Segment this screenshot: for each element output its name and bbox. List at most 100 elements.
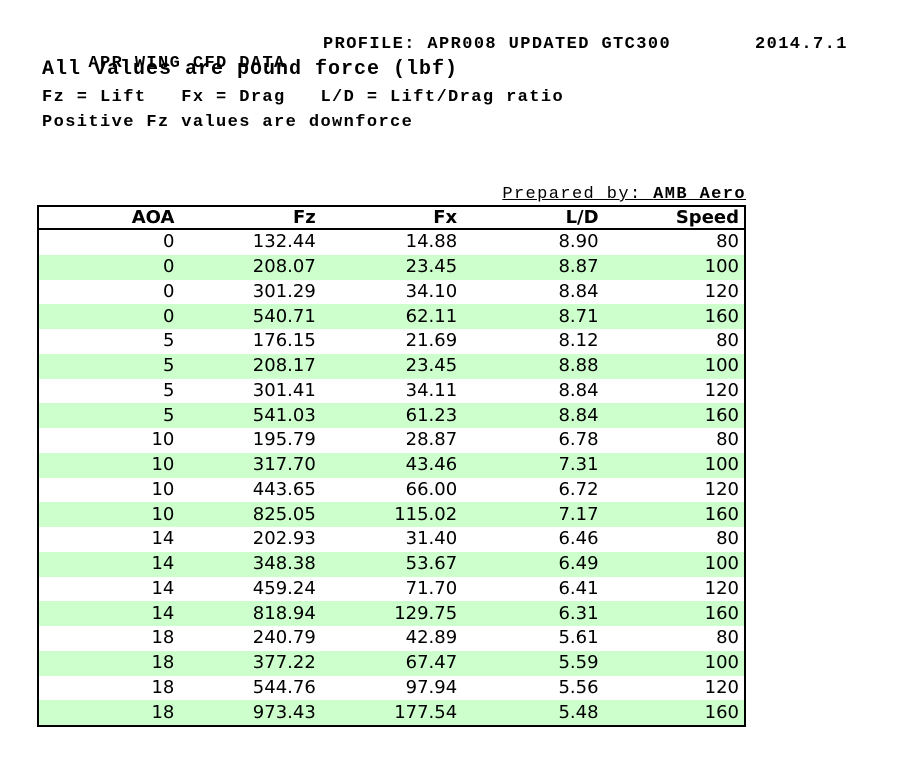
- cell-fx: 66.00: [405, 478, 458, 500]
- cell-ld: 8.88: [558, 355, 599, 377]
- cell-speed: 100: [704, 652, 739, 674]
- cell-aoa: 14: [151, 602, 175, 624]
- cell-fz: 195.79: [252, 429, 316, 451]
- cell-speed: 160: [704, 503, 739, 525]
- doc-legend: Fz = Lift Fx = Drag L/D = Lift/Drag rati…: [42, 88, 565, 107]
- cell-aoa: 5: [162, 355, 175, 377]
- table-row: 18 240.79 42.89 5.61 80: [38, 626, 745, 651]
- cell-ld: 8.71: [558, 305, 599, 327]
- cell-ld: 6.31: [558, 602, 599, 624]
- column-header-fx: Fx: [320, 206, 463, 230]
- cell-speed: 80: [716, 429, 739, 451]
- cell-fx: 67.47: [405, 652, 458, 674]
- table-row: 5 176.15 21.69 8.12 80: [38, 329, 745, 354]
- cell-speed: 160: [704, 602, 739, 624]
- cell-ld: 8.87: [558, 256, 599, 278]
- cell-ld: 8.12: [558, 330, 599, 352]
- cell-fz: 825.05: [252, 503, 316, 525]
- table-row: 18 377.22 67.47 5.59 100: [38, 650, 745, 676]
- cell-fz: 176.15: [252, 330, 316, 352]
- table-row: 14 818.94 129.75 6.31 160: [38, 601, 745, 626]
- doc-date: 2014.7.1: [755, 35, 848, 54]
- table-row: 14 459.24 71.70 6.41 120: [38, 577, 745, 602]
- cell-aoa: 0: [162, 231, 175, 253]
- cell-fx: 23.45: [405, 355, 458, 377]
- cell-speed: 80: [716, 627, 739, 649]
- cell-fz: 377.22: [252, 652, 316, 674]
- table-row: 10 443.65 66.00 6.72 120: [38, 478, 745, 503]
- cell-fz: 544.76: [252, 676, 316, 698]
- cell-ld: 7.31: [558, 454, 599, 476]
- doc-profile: PROFILE: APR008 UPDATED GTC300: [323, 35, 672, 54]
- table-row: 18 973.43 177.54 5.48 160: [38, 700, 745, 726]
- cell-ld: 7.17: [558, 503, 599, 525]
- cell-fx: 177.54: [394, 701, 458, 723]
- prepared-by-label: Prepared by:: [502, 185, 654, 204]
- cell-aoa: 0: [162, 256, 175, 278]
- cell-fz: 818.94: [252, 602, 316, 624]
- doc-note: Positive Fz values are downforce: [42, 113, 414, 132]
- table-row: 10 195.79 28.87 6.78 80: [38, 428, 745, 453]
- cell-aoa: 0: [162, 305, 175, 327]
- cell-fz: 317.70: [252, 454, 316, 476]
- cell-aoa: 10: [151, 503, 175, 525]
- cell-speed: 160: [704, 305, 739, 327]
- cfd-data-table: AOA Fz Fx L/D Speed 0 132.44 14.88 8.90 80 0 208.0…: [37, 205, 746, 727]
- cell-speed: 160: [704, 404, 739, 426]
- cell-speed: 120: [704, 478, 739, 500]
- cell-aoa: 0: [162, 280, 175, 302]
- cell-fz: 459.24: [252, 577, 316, 599]
- table-row: 5 541.03 61.23 8.84 160: [38, 403, 745, 428]
- cell-ld: 6.49: [558, 553, 599, 575]
- table-row: 14 202.93 31.40 6.46 80: [38, 527, 745, 552]
- prepared-by: Prepared by: AMB Aero: [0, 185, 746, 204]
- cell-ld: 5.48: [558, 701, 599, 723]
- table-row: 0 208.07 23.45 8.87 100: [38, 254, 745, 280]
- cell-fx: 34.11: [405, 379, 458, 401]
- cell-fz: 443.65: [252, 478, 316, 500]
- cell-speed: 80: [716, 231, 739, 253]
- cell-aoa: 18: [151, 701, 175, 723]
- cell-aoa: 10: [151, 454, 175, 476]
- header-line-1: APR WING CFD DATA PROFILE: APR008 UPDATE…: [42, 35, 902, 73]
- cell-ld: 6.41: [558, 577, 599, 599]
- cell-ld: 5.59: [558, 652, 599, 674]
- cell-ld: 6.46: [558, 528, 599, 550]
- prepared-by-value: AMB Aero: [653, 185, 746, 204]
- cell-ld: 8.90: [558, 231, 599, 253]
- cell-ld: 6.72: [558, 478, 599, 500]
- cell-aoa: 18: [151, 676, 175, 698]
- cell-speed: 160: [704, 701, 739, 723]
- column-header-aoa: AOA: [38, 206, 180, 230]
- table-row: 5 208.17 23.45 8.88 100: [38, 353, 745, 379]
- cell-fx: 61.23: [405, 404, 458, 426]
- column-header-speed: Speed: [603, 206, 745, 230]
- cell-ld: 8.84: [558, 379, 599, 401]
- cell-fx: 42.89: [405, 627, 458, 649]
- cell-speed: 120: [704, 379, 739, 401]
- cell-aoa: 18: [151, 627, 175, 649]
- cell-fx: 34.10: [405, 280, 458, 302]
- cell-aoa: 5: [162, 330, 175, 352]
- cell-fx: 97.94: [405, 676, 458, 698]
- cell-fz: 541.03: [252, 404, 316, 426]
- cell-fz: 208.07: [252, 256, 316, 278]
- cell-fz: 973.43: [252, 701, 316, 723]
- cell-fz: 301.29: [252, 280, 316, 302]
- cell-speed: 100: [704, 454, 739, 476]
- cell-aoa: 5: [162, 379, 175, 401]
- cell-fz: 202.93: [252, 528, 316, 550]
- cell-speed: 100: [704, 256, 739, 278]
- cell-speed: 80: [716, 330, 739, 352]
- table-row: 0 540.71 62.11 8.71 160: [38, 304, 745, 329]
- table-header-row: AOA Fz Fx L/D Speed: [38, 206, 745, 230]
- cell-fx: 21.69: [405, 330, 458, 352]
- cell-aoa: 10: [151, 478, 175, 500]
- cell-fz: 540.71: [252, 305, 316, 327]
- cell-speed: 100: [704, 553, 739, 575]
- table-body: 0 132.44 14.88 8.90 80 0 208.07 23.45 8.87 100 0 30…: [38, 229, 745, 726]
- cell-aoa: 14: [151, 528, 175, 550]
- table-row: 5 301.41 34.11 8.84 120: [38, 379, 745, 404]
- cell-fx: 115.02: [394, 503, 458, 525]
